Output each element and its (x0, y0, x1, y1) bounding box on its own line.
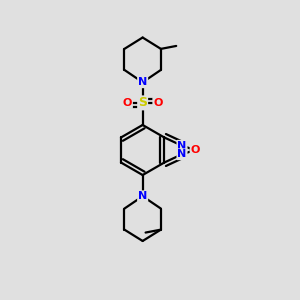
Text: O: O (153, 98, 163, 108)
Text: N: N (177, 141, 187, 151)
Text: N: N (138, 77, 147, 87)
Text: N: N (177, 149, 187, 159)
Text: N: N (138, 191, 147, 201)
Text: S: S (138, 96, 147, 110)
Text: O: O (190, 145, 200, 155)
Text: O: O (123, 98, 132, 108)
